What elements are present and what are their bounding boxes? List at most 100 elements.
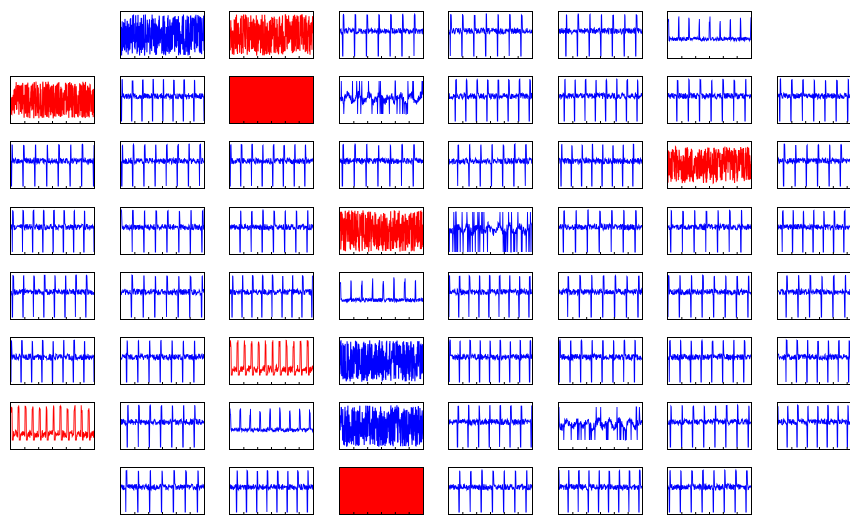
- waveform-trace: [339, 277, 423, 304]
- waveform-plot: [339, 12, 423, 58]
- waveform-panel: [448, 206, 533, 255]
- waveform-trace: [558, 78, 642, 122]
- waveform-panel: [448, 467, 533, 515]
- waveform-panel: [338, 467, 424, 515]
- waveform-plot: [777, 208, 850, 254]
- waveform-trace: [11, 404, 94, 441]
- waveform-trace: [339, 12, 423, 57]
- waveform-plot: [339, 340, 423, 384]
- waveform-trace: [339, 209, 423, 252]
- waveform-panel: [119, 271, 205, 320]
- waveform-plot: [558, 273, 642, 319]
- waveform-trace: [120, 14, 204, 56]
- waveform-panel: [338, 141, 424, 190]
- waveform-plot: [11, 273, 94, 319]
- waveform-trace: [449, 78, 532, 122]
- waveform-panel: [557, 206, 643, 255]
- waveform-plot: [558, 78, 642, 124]
- waveform-panel: [557, 402, 643, 451]
- waveform-trace: [777, 338, 850, 383]
- waveform-plot: [558, 338, 642, 384]
- waveform-fill: [339, 468, 423, 515]
- waveform-trace: [777, 143, 850, 187]
- waveform-panel: [338, 271, 424, 320]
- waveform-plot: [777, 403, 850, 450]
- waveform-panel: [776, 76, 850, 125]
- waveform-trace: [11, 81, 94, 119]
- waveform-panel: [776, 271, 850, 320]
- waveform-panel: [338, 76, 424, 125]
- waveform-trace: [558, 469, 642, 513]
- waveform-panel: [119, 141, 205, 190]
- waveform-plot: [449, 13, 532, 58]
- waveform-plot: [449, 143, 532, 189]
- waveform-panel: [338, 11, 424, 59]
- waveform-panel: [10, 206, 95, 255]
- waveform-plot: [230, 144, 313, 189]
- waveform-plot: [668, 274, 751, 319]
- waveform-trace: [558, 208, 642, 253]
- waveform-plot: [449, 211, 532, 254]
- waveform-trace: [668, 338, 751, 383]
- waveform-panel: [557, 76, 643, 125]
- waveform-panel: [119, 402, 205, 451]
- waveform-trace: [449, 143, 532, 187]
- waveform-trace: [558, 273, 642, 318]
- waveform-panel: [448, 11, 533, 59]
- waveform-panel: [338, 402, 424, 451]
- waveform-trace: [777, 77, 850, 122]
- waveform-plot: [558, 143, 642, 189]
- waveform-trace: [668, 469, 751, 513]
- waveform-plot: [668, 403, 751, 450]
- waveform-panel: [667, 337, 752, 385]
- waveform-trace: [668, 145, 751, 185]
- waveform-trace: [230, 14, 313, 56]
- waveform-trace: [339, 80, 423, 115]
- waveform-trace: [558, 406, 642, 441]
- waveform-panel: [667, 402, 752, 451]
- waveform-plot: [339, 209, 423, 254]
- waveform-trace: [668, 403, 751, 448]
- waveform-panel: [557, 141, 643, 190]
- waveform-trace: [449, 469, 532, 513]
- waveform-trace: [668, 208, 751, 253]
- waveform-plot: [449, 404, 532, 450]
- waveform-trace: [558, 143, 642, 187]
- waveform-plot: [339, 468, 423, 515]
- waveform-panel: [667, 271, 752, 320]
- waveform-panel: [119, 11, 205, 59]
- waveform-trace: [120, 208, 204, 253]
- waveform-plot: [339, 277, 423, 319]
- waveform-panel: [229, 402, 314, 451]
- waveform-panel: [10, 141, 95, 190]
- waveform-trace: [449, 274, 532, 318]
- waveform-panel: [10, 402, 95, 451]
- waveform-panel: [667, 11, 752, 59]
- waveform-plot: [120, 470, 204, 515]
- waveform-plot: [449, 469, 532, 515]
- waveform-panel: [776, 141, 850, 190]
- waveform-trace: [339, 143, 423, 187]
- waveform-panel: [229, 467, 314, 515]
- waveform-panel: [667, 141, 752, 190]
- waveform-trace: [120, 142, 204, 187]
- waveform-trace: [668, 16, 751, 43]
- waveform-plot: [120, 142, 204, 189]
- waveform-panel: [557, 271, 643, 320]
- waveform-trace: [668, 78, 751, 122]
- waveform-panel: [229, 141, 314, 190]
- waveform-plot: [120, 79, 204, 124]
- waveform-plot: [230, 407, 313, 450]
- waveform-panel: [229, 11, 314, 59]
- waveform-plot: [120, 273, 204, 319]
- waveform-plot: [339, 80, 423, 124]
- waveform-trace: [120, 273, 204, 318]
- waveform-plot: [668, 145, 751, 189]
- waveform-trace: [339, 340, 423, 382]
- waveform-panel: [448, 271, 533, 320]
- waveform-panel: [557, 11, 643, 59]
- waveform-panel: [119, 467, 205, 515]
- waveform-plot: [558, 208, 642, 254]
- waveform-trace: [449, 13, 532, 57]
- waveform-plot: [230, 339, 313, 384]
